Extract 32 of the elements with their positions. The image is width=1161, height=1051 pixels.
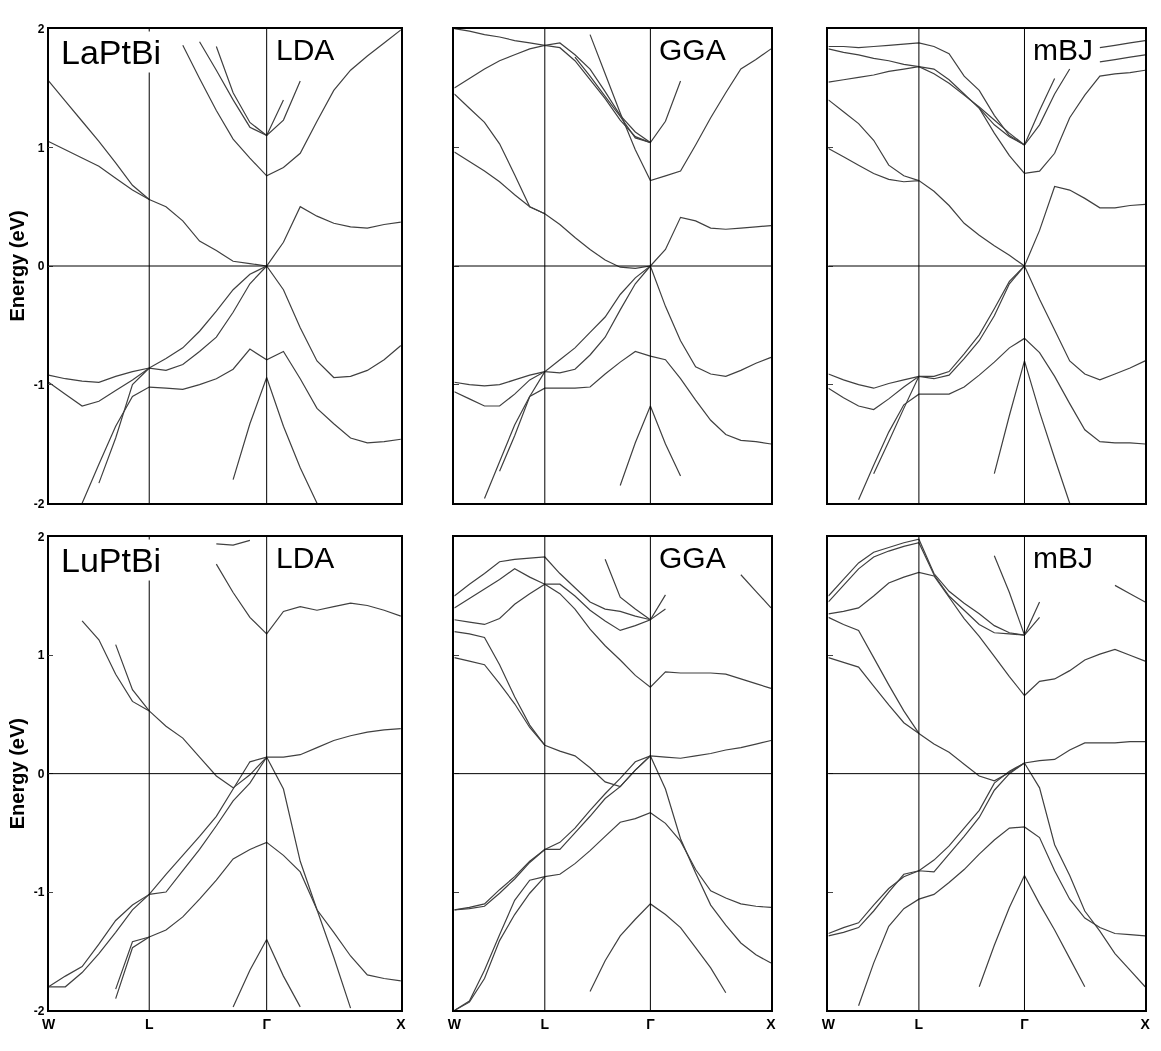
x-tick-label: W [41, 1016, 56, 1032]
y-tick-label: 0 [37, 259, 45, 274]
y-tick-label: -2 [33, 496, 45, 511]
annotation: LDA [276, 541, 335, 574]
annotation: LDA [276, 33, 335, 66]
x-tick-label: Γ [1020, 1016, 1030, 1032]
annotation: LaPtBi [61, 33, 162, 71]
annotation: mBJ [1033, 541, 1093, 574]
y-tick-label: 2 [37, 530, 45, 545]
x-tick-label: X [396, 1016, 407, 1032]
x-tick-label: Γ [262, 1016, 272, 1032]
annotation: GGA [659, 541, 726, 574]
y-axis-title: Energy (eV) [5, 718, 28, 830]
y-axis-title: Energy (eV) [5, 210, 28, 322]
x-tick-label: W [447, 1016, 462, 1032]
x-tick-label: X [1140, 1016, 1151, 1032]
y-tick-label: -1 [33, 377, 45, 392]
annotation: mBJ [1033, 33, 1093, 66]
y-tick-label: 2 [37, 21, 45, 36]
x-tick-label: L [914, 1016, 924, 1032]
y-tick-label: 1 [37, 140, 45, 155]
x-tick-label: X [766, 1016, 777, 1032]
y-tick-label: 0 [37, 766, 45, 781]
annotation: GGA [659, 33, 726, 66]
x-tick-label: L [144, 1016, 154, 1032]
x-tick-label: W [821, 1016, 836, 1032]
annotation: LuPtBi [61, 541, 162, 579]
y-tick-label: -1 [33, 885, 45, 900]
y-tick-label: 1 [37, 648, 45, 663]
x-tick-label: Γ [646, 1016, 656, 1032]
y-tick-label: -2 [33, 1003, 45, 1018]
x-tick-label: L [540, 1016, 550, 1032]
